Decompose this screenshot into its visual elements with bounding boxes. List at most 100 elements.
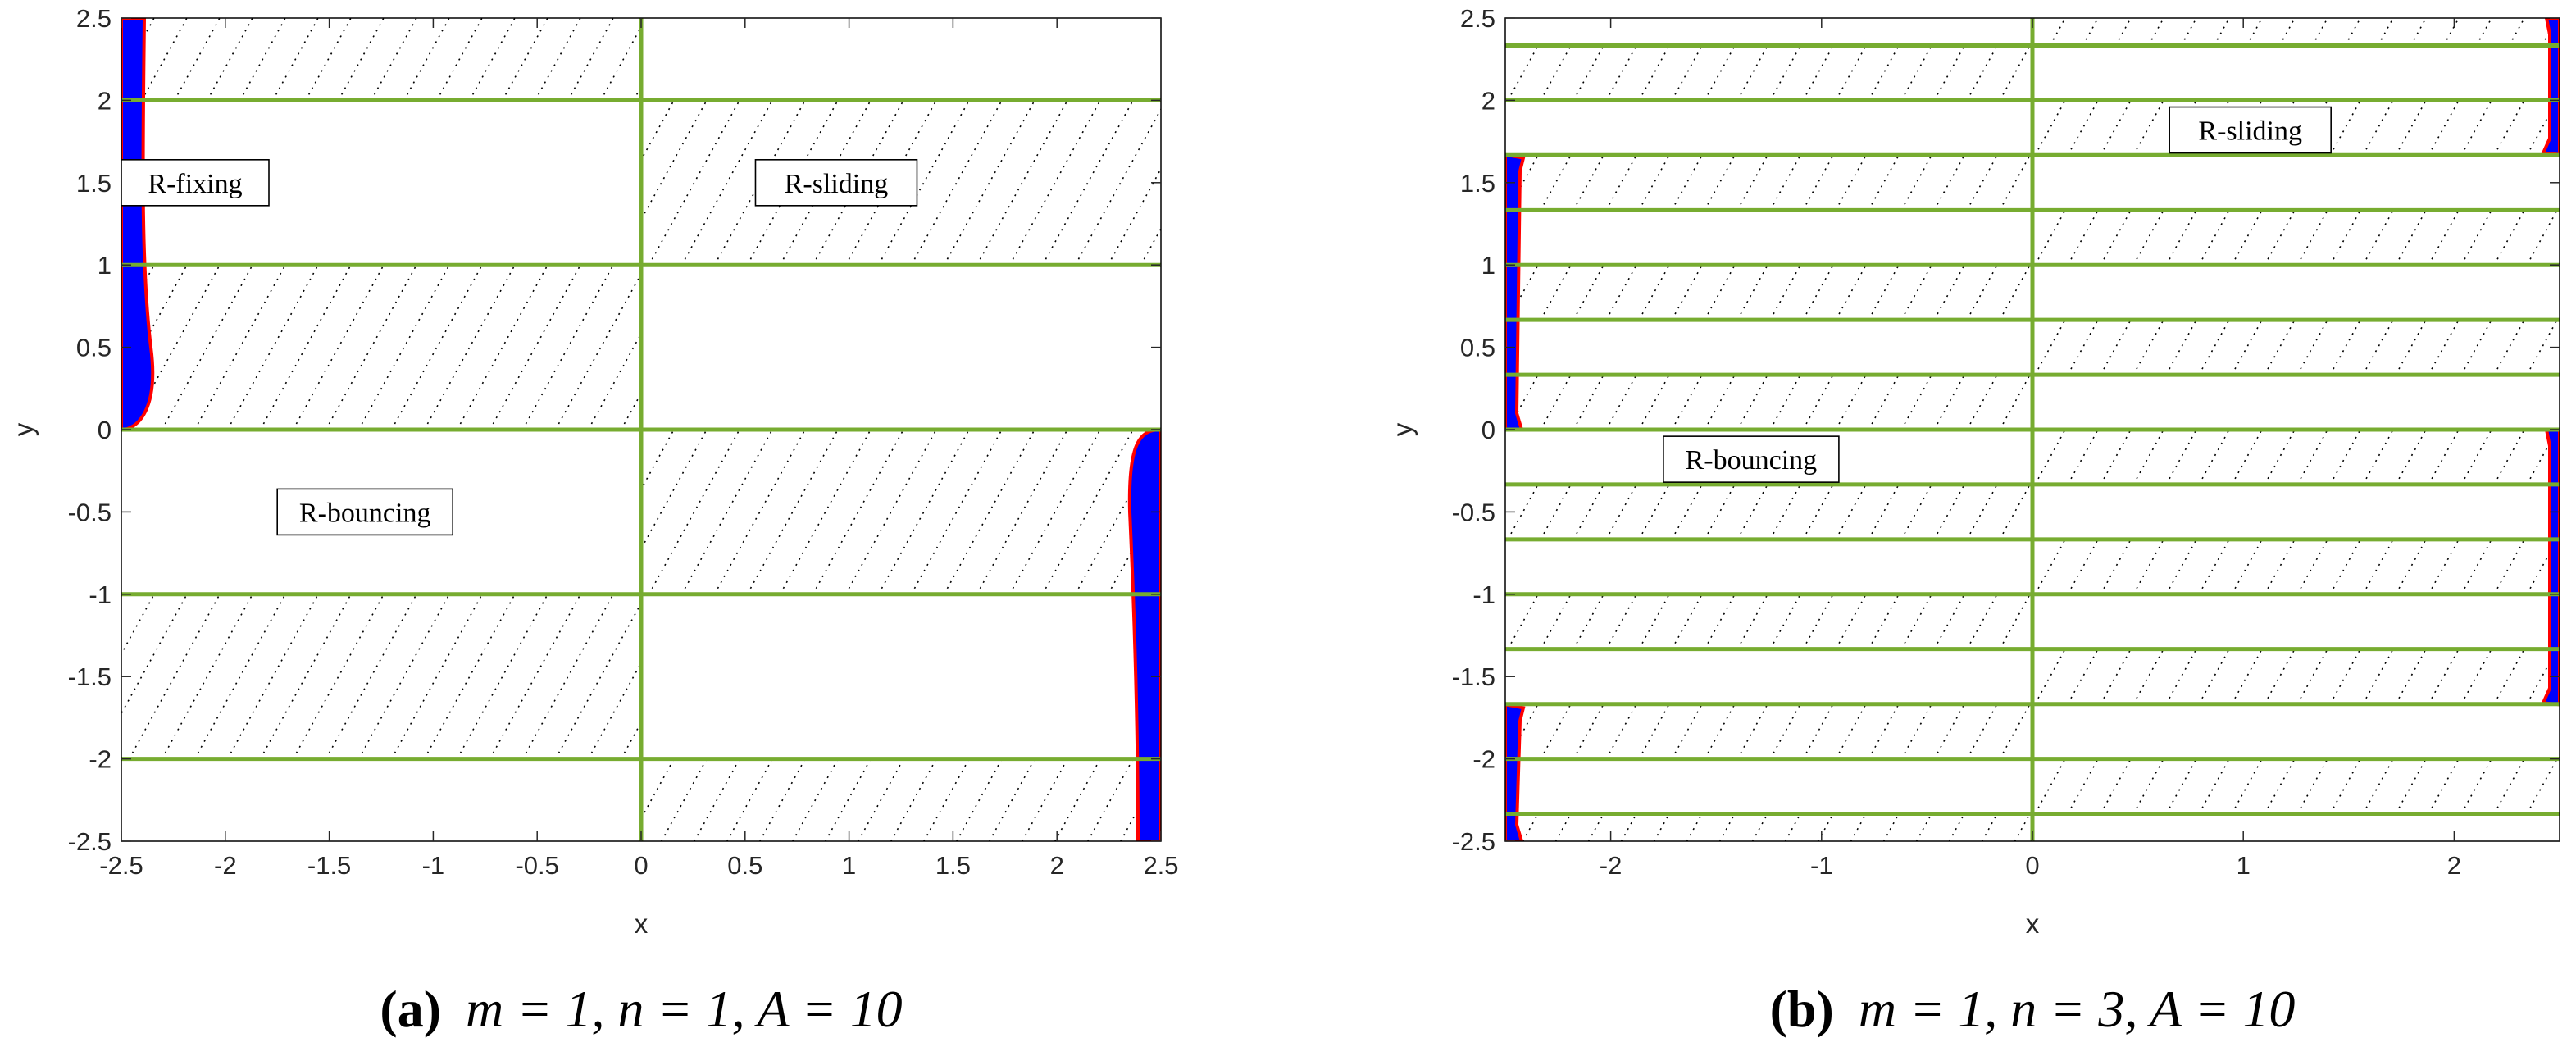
hatch-line xyxy=(1442,265,1472,320)
hatch-line xyxy=(2475,18,2492,46)
hatch-line xyxy=(1933,155,1965,211)
hatched-band xyxy=(121,594,744,759)
panel-a-caption-tag: (a) xyxy=(380,980,441,1038)
hatch-line xyxy=(161,265,253,430)
hatch-line xyxy=(1671,155,1703,211)
hatch-line xyxy=(1969,649,2000,704)
y-tick-label: 1.5 xyxy=(76,169,112,198)
panel-a-annotations: R-fixing R-sliding R-bouncing xyxy=(121,159,918,536)
hatch-line xyxy=(128,594,221,759)
hatch-line xyxy=(1008,430,1101,594)
hatched-band xyxy=(1969,649,2560,704)
hatch-line xyxy=(423,265,516,430)
hatch-line xyxy=(1638,703,1670,759)
hatch-line xyxy=(2395,758,2427,814)
hatch-line xyxy=(2428,210,2460,266)
hatch-line xyxy=(1868,155,1900,211)
x-tick-label: -2 xyxy=(214,851,237,880)
panel-b: -2 -1 0 1 2 2.5 2 1.5 1 0.5 0 -0.5 -1 -1.5 -2 -2.5 R-sl… xyxy=(1387,4,2560,1038)
hatch-line xyxy=(2460,539,2492,594)
hatch-line xyxy=(1638,484,1670,539)
hatch-line xyxy=(2067,430,2099,485)
hatch-line xyxy=(2231,210,2263,266)
hatch-line xyxy=(2559,812,2560,814)
region-label: R-sliding xyxy=(754,159,918,207)
hatch-line xyxy=(2231,430,2263,485)
hatch-line xyxy=(2460,430,2492,485)
hatch-line xyxy=(161,594,253,759)
hatch-line xyxy=(2032,430,2033,431)
hatch-line xyxy=(654,594,744,759)
hatch-line xyxy=(1915,813,1932,841)
hatch-line xyxy=(1572,594,1604,649)
hatch-line xyxy=(2231,649,2263,704)
hatch-line xyxy=(1933,265,1965,321)
hatched-band xyxy=(2032,758,2560,814)
y-tick-label: 2 xyxy=(98,86,112,115)
hatch-line xyxy=(239,18,286,101)
hatch-line xyxy=(600,25,641,101)
hatch-line xyxy=(1835,375,1867,430)
hatch-line xyxy=(2198,320,2230,376)
y-tick-label: -0.5 xyxy=(68,498,112,526)
hatch-line xyxy=(1572,265,1604,321)
hatch-line xyxy=(923,758,970,841)
hatch-line xyxy=(226,594,319,759)
hatch-line xyxy=(648,430,740,594)
hatch-line xyxy=(2165,430,2197,485)
hatch-line xyxy=(1605,594,1637,649)
hatch-line xyxy=(1868,703,1900,759)
hatch-line xyxy=(792,758,839,841)
hatch-line xyxy=(2559,703,2560,704)
hatch-line xyxy=(1882,813,1900,841)
hatch-line xyxy=(694,758,740,841)
hatch-line xyxy=(1522,813,1539,841)
hatch-line xyxy=(2132,100,2164,156)
hatch-line xyxy=(1868,45,1900,101)
hatch-line xyxy=(2559,263,2560,266)
hatch-line xyxy=(2526,758,2558,814)
hatch-line xyxy=(2165,649,2197,704)
hatch-line xyxy=(2395,320,2427,376)
hatch-line xyxy=(2034,100,2066,156)
hatch-line xyxy=(641,100,675,162)
hatch-line xyxy=(2410,18,2427,46)
blue-region xyxy=(1505,152,1526,431)
hatch-line xyxy=(1802,594,1834,649)
hatch-line xyxy=(2264,320,2296,376)
hatch-line xyxy=(1736,265,1768,321)
y-tick-label: -1.5 xyxy=(68,662,112,691)
y-tick-label: 1 xyxy=(1481,251,1495,280)
hatch-line xyxy=(1736,155,1768,211)
hatch-line xyxy=(2067,758,2099,814)
hatch-line xyxy=(2198,649,2230,704)
hatch-line xyxy=(469,18,516,101)
hatch-line xyxy=(641,100,708,221)
hatch-line xyxy=(1835,265,1867,321)
hatch-line xyxy=(1835,594,1867,649)
hatch-line xyxy=(1802,484,1834,539)
hatch-line xyxy=(1868,375,1900,430)
hatch-line xyxy=(1802,45,1834,101)
hatch-line xyxy=(2264,210,2296,266)
x-tick-label: 1 xyxy=(842,851,856,880)
panel-b-caption-tag: (b) xyxy=(1770,980,1834,1038)
hatch-line xyxy=(2395,100,2427,156)
hatch-line xyxy=(2329,210,2361,266)
hatch-line xyxy=(2032,704,2063,759)
hatch-line xyxy=(2296,210,2328,266)
hatch-line xyxy=(554,272,641,430)
x-tick-label: 1.5 xyxy=(935,851,971,880)
hatch-line xyxy=(1966,45,1998,101)
hatch-line xyxy=(193,265,286,430)
panel-b-plot-area xyxy=(1442,18,2560,841)
hatch-line xyxy=(554,602,641,759)
y-tick-label: 2 xyxy=(1481,86,1495,115)
hatch-line xyxy=(1999,703,2031,759)
hatch-line xyxy=(1638,45,1670,101)
hatch-line xyxy=(2165,210,2197,266)
hatch-line xyxy=(226,265,319,430)
hatch-line xyxy=(2132,210,2164,266)
hatch-line xyxy=(2032,46,2063,101)
region-label-box xyxy=(121,159,270,207)
